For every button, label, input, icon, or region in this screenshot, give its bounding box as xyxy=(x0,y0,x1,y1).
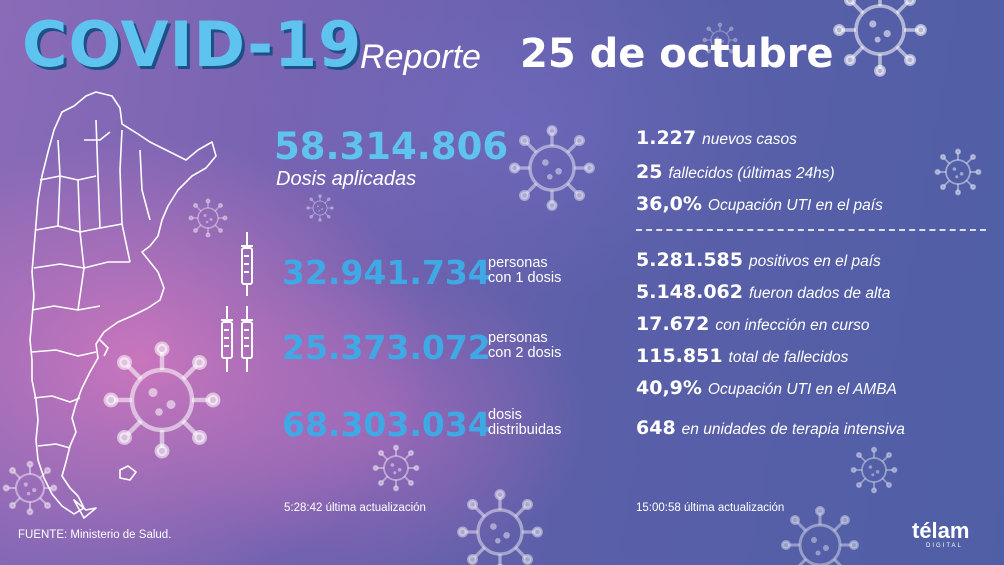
stat-label: con infección en curso xyxy=(715,317,870,334)
stat-value: 5.281.585 xyxy=(636,249,743,271)
two-doses-label-line1: personas xyxy=(488,330,548,346)
stat-active: 17.672 con infección en curso xyxy=(636,315,870,334)
stat-discharged: 5.148.062 fueron dados de alta xyxy=(636,283,890,302)
stat-label: en unidades de terapia intensiva xyxy=(681,421,905,438)
one-dose-label-line2: con 1 dosis xyxy=(488,270,562,286)
syringe-icon xyxy=(221,306,233,372)
stat-label: fueron dados de alta xyxy=(748,285,891,302)
stat-total-deaths: 115.851 total de fallecidos xyxy=(636,347,848,366)
vaccines-update-time: 5:28:42 última actualización xyxy=(284,502,426,514)
stats-update-time: 15:00:58 última actualización xyxy=(636,502,785,514)
stat-deaths-24h: 25 fallecidos (últimas 24hs) xyxy=(636,163,835,182)
one-dose-label-line1: personas xyxy=(488,255,548,271)
syringe-icon xyxy=(241,232,253,296)
stat-label: positivos en el país xyxy=(748,253,881,270)
stat-positives: 5.281.585 positivos en el país xyxy=(636,251,881,270)
report-label: Reporte xyxy=(360,38,481,76)
distributed-label-line2: distribuidas xyxy=(488,422,562,438)
stat-label: fallecidos (últimas 24hs) xyxy=(668,165,835,182)
distributed-value: 68.303.034 xyxy=(282,405,491,444)
one-dose-value: 32.941.734 xyxy=(282,253,491,292)
stat-icu-country: 36,0% Ocupación UTI en el país xyxy=(636,195,883,214)
source-note: FUENTE: Ministerio de Salud. xyxy=(18,529,172,541)
page-title: COVID-19 xyxy=(22,8,363,81)
distributed-label: dosis distribuidas xyxy=(488,408,561,438)
stat-value: 1.227 xyxy=(636,127,697,149)
syringe-icon xyxy=(241,306,253,372)
stat-icu-units: 648 en unidades de terapia intensiva xyxy=(636,419,905,438)
distributed-label-line1: dosis xyxy=(488,407,522,423)
doses-applied-label: Dosis aplicadas xyxy=(276,168,417,190)
two-doses-value: 25.373.072 xyxy=(282,328,491,367)
stat-value: 5.148.062 xyxy=(636,281,743,303)
stat-label: total de fallecidos xyxy=(728,349,849,366)
two-doses-label-line2: con 2 dosis xyxy=(488,345,562,361)
stat-label: nuevos casos xyxy=(702,131,797,148)
stat-icu-amba: 40,9% Ocupación UTI en el AMBA xyxy=(636,379,897,398)
stat-new-cases: 1.227 nuevos casos xyxy=(636,129,797,148)
telam-logo-sub: DIGITAL xyxy=(926,543,963,549)
stat-value: 40,9% xyxy=(636,377,702,399)
stat-value: 115.851 xyxy=(636,345,723,367)
stat-value: 648 xyxy=(636,417,676,439)
telam-logo: télam xyxy=(912,518,970,543)
one-dose-label: personas con 1 dosis xyxy=(488,256,561,286)
two-doses-label: personas con 2 dosis xyxy=(488,331,561,361)
report-date: 25 de octubre xyxy=(520,31,834,77)
doses-applied-value: 58.314.806 xyxy=(274,125,509,168)
stat-label: Ocupación UTI en el AMBA xyxy=(707,381,897,398)
stat-value: 17.672 xyxy=(636,313,710,335)
stat-value: 25 xyxy=(636,161,663,183)
divider xyxy=(636,229,986,231)
stat-label: Ocupación UTI en el país xyxy=(707,197,883,214)
stat-value: 36,0% xyxy=(636,193,702,215)
